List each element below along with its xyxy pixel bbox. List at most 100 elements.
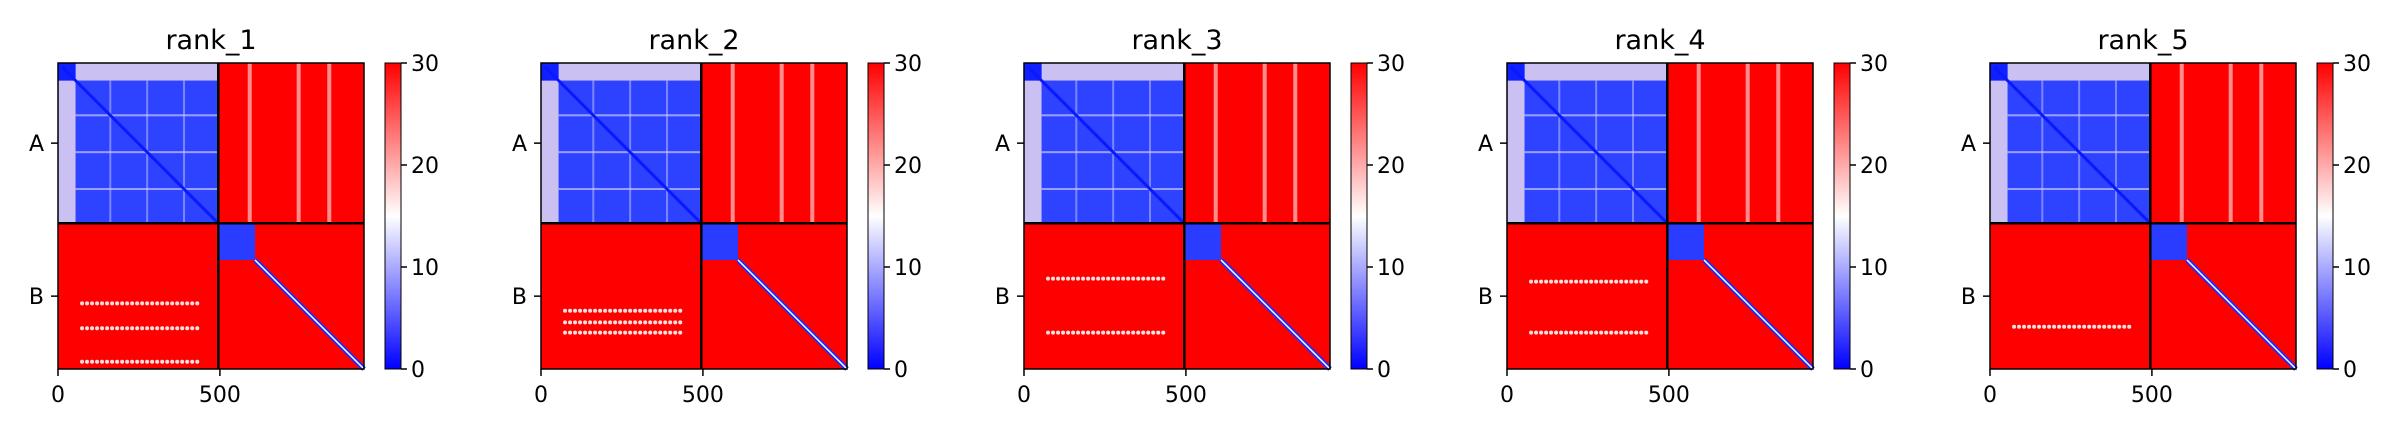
diagonal-B-core [254, 259, 365, 370]
a-streak-h-2 [1041, 188, 1185, 191]
ba-speckle [105, 326, 110, 331]
ba-speckle [145, 326, 150, 331]
block-BB [2150, 223, 2188, 261]
diagonal-A [1992, 65, 2152, 225]
ba-speckle [1146, 276, 1151, 281]
ba-speckle [603, 308, 608, 313]
ab-column-1 [2228, 63, 2233, 224]
ba-speckle [1136, 276, 1141, 281]
ba-speckle [1101, 330, 1106, 335]
ba-speckle [653, 308, 658, 313]
ba-speckle [663, 308, 668, 313]
ba-speckle [115, 326, 120, 331]
diagonal-B-core [737, 259, 848, 370]
diagonal-B-core [1220, 259, 1331, 370]
block-AA-fringe-top [1507, 63, 1668, 81]
ba-speckle [1136, 330, 1141, 335]
ba-speckle [140, 301, 145, 306]
diagonal-B-core [2186, 259, 2297, 370]
colorbar-tick-label: 0 [411, 358, 425, 383]
y-tick-label: A [512, 132, 527, 157]
ba-speckle [2122, 324, 2127, 329]
ba-speckle [578, 320, 583, 325]
ba-speckle [1141, 276, 1146, 281]
colorbar-tick-label: 20 [1860, 154, 1888, 179]
ba-speckle [130, 301, 135, 306]
ba-speckle [1639, 279, 1644, 284]
colorbar [2316, 62, 2334, 370]
ba-speckle [1081, 276, 1086, 281]
block-AA-fringe-top [541, 63, 702, 81]
ba-speckle [1121, 330, 1126, 335]
x-tick-label: 0 [534, 383, 548, 408]
ba-speckle [1056, 276, 1061, 281]
axes-frame [1023, 62, 1331, 370]
ba-speckle [2027, 324, 2032, 329]
ba-speckle [563, 308, 568, 313]
ba-speckle [1539, 279, 1544, 284]
ba-speckle [643, 308, 648, 313]
ba-speckle [583, 330, 588, 335]
ba-speckle [1046, 330, 1051, 335]
panel-title: rank_2 [648, 25, 739, 56]
ba-speckle [1549, 279, 1554, 284]
ba-speckle [2042, 324, 2047, 329]
ba-speckle [1116, 276, 1121, 281]
ab-column-1 [1262, 63, 1267, 224]
ba-speckle [125, 301, 130, 306]
ba-speckle [1604, 279, 1609, 284]
ba-speckle [105, 359, 110, 364]
ba-speckle [573, 330, 578, 335]
ba-speckle [195, 359, 200, 364]
ba-speckle [663, 320, 668, 325]
ba-speckle [668, 330, 673, 335]
ba-speckle [80, 301, 85, 306]
ba-speckle [1589, 330, 1594, 335]
y-tick-label: B [512, 285, 527, 310]
ba-speckle [2092, 324, 2097, 329]
ba-speckle [1066, 276, 1071, 281]
ba-speckle [598, 330, 603, 335]
ba-speckle [90, 359, 95, 364]
diagonal-A [1509, 65, 1669, 225]
ba-speckle [1071, 330, 1076, 335]
ba-speckle [1629, 279, 1634, 284]
ba-speckle [155, 301, 160, 306]
ba-speckle [95, 359, 100, 364]
ba-speckle [1121, 276, 1126, 281]
ba-speckle [658, 308, 663, 313]
ba-speckle [1574, 330, 1579, 335]
ba-speckle [1609, 279, 1614, 284]
ba-speckle [658, 330, 663, 335]
panel-title: rank_5 [2097, 25, 2188, 56]
ba-speckle [1594, 330, 1599, 335]
ab-column-0 [2179, 63, 2184, 224]
ba-speckle [663, 330, 668, 335]
ba-speckle [563, 320, 568, 325]
colorbar-tick-label: 30 [2343, 52, 2371, 77]
ba-speckle [165, 326, 170, 331]
ba-speckle [628, 330, 633, 335]
ab-column-0 [1696, 63, 1701, 224]
ba-speckle [145, 359, 150, 364]
ba-speckle [2022, 324, 2027, 329]
ba-speckle [1096, 330, 1101, 335]
ba-speckle [160, 359, 165, 364]
colorbar [867, 62, 885, 370]
ba-speckle [653, 320, 658, 325]
ba-speckle [1594, 279, 1599, 284]
ba-speckle [165, 359, 170, 364]
ba-speckle [160, 326, 165, 331]
ba-speckle [573, 320, 578, 325]
ba-speckle [2107, 324, 2112, 329]
ba-speckle [618, 320, 623, 325]
a-streak-h-2 [2007, 188, 2151, 191]
a-streak-h-2 [75, 188, 219, 191]
ba-speckle [90, 301, 95, 306]
colorbar [384, 62, 402, 370]
ba-speckle [623, 308, 628, 313]
colorbar-tick-label: 0 [894, 358, 908, 383]
ba-speckle [150, 326, 155, 331]
ba-speckle [2112, 324, 2117, 329]
